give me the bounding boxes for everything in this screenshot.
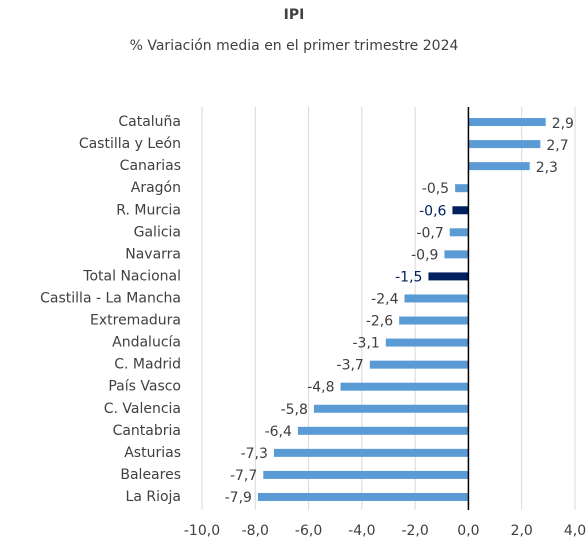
bar bbox=[452, 206, 469, 215]
bar bbox=[399, 316, 469, 325]
data-label: -0,9 bbox=[411, 247, 438, 263]
bar bbox=[297, 426, 469, 435]
y-tick-label: Aragón bbox=[131, 180, 181, 196]
bar bbox=[468, 140, 541, 149]
data-label: 2,7 bbox=[546, 138, 568, 154]
data-label: -3,7 bbox=[337, 358, 364, 374]
bar bbox=[313, 404, 469, 413]
data-label: 2,3 bbox=[536, 160, 558, 176]
y-tick-label: C. Valencia bbox=[104, 401, 181, 417]
data-label: -1,5 bbox=[395, 269, 422, 285]
x-tick-label: 4,0 bbox=[564, 523, 586, 539]
y-tick-label: País Vasco bbox=[108, 379, 181, 395]
y-tick-label: Castilla y León bbox=[79, 136, 181, 152]
x-tick-label: -6,0 bbox=[295, 523, 322, 539]
data-label: -2,6 bbox=[366, 314, 393, 330]
bar bbox=[468, 118, 546, 127]
chart-subtitle: % Variación media en el primer trimestre… bbox=[130, 38, 459, 54]
bar bbox=[263, 470, 469, 479]
data-label: 2,9 bbox=[552, 116, 574, 132]
bar bbox=[369, 360, 469, 369]
bar bbox=[385, 338, 469, 347]
bar bbox=[455, 184, 469, 193]
y-tick-label: Asturias bbox=[124, 445, 181, 461]
data-label: -0,6 bbox=[419, 203, 446, 219]
data-label: -5,8 bbox=[281, 402, 308, 418]
data-label: -0,5 bbox=[422, 181, 449, 197]
y-tick-label: Canarias bbox=[120, 158, 181, 174]
data-label: -2,4 bbox=[371, 291, 398, 307]
y-tick-label: Cantabria bbox=[113, 423, 181, 439]
y-tick-label: R. Murcia bbox=[116, 202, 181, 218]
data-label: -7,9 bbox=[225, 490, 252, 506]
x-tick-label: -4,0 bbox=[348, 523, 375, 539]
bar bbox=[449, 228, 469, 237]
x-tick-label: -10,0 bbox=[184, 523, 220, 539]
y-tick-label: Cataluña bbox=[118, 114, 181, 130]
data-label: -3,1 bbox=[353, 336, 380, 352]
data-label: -0,7 bbox=[416, 225, 443, 241]
y-tick-label: Extremadura bbox=[90, 313, 181, 329]
bar bbox=[340, 382, 469, 391]
bar bbox=[257, 492, 469, 501]
x-tick-label: -2,0 bbox=[401, 523, 428, 539]
y-tick-label: Castilla - La Mancha bbox=[40, 290, 181, 306]
y-tick-label: Total Nacional bbox=[82, 268, 181, 284]
y-tick-label: La Rioja bbox=[126, 489, 181, 505]
y-tick-label: Navarra bbox=[125, 246, 181, 262]
x-tick-label: 2,0 bbox=[511, 523, 533, 539]
chart-title: IPI bbox=[284, 7, 305, 23]
x-tick-label: -8,0 bbox=[242, 523, 269, 539]
bar bbox=[273, 448, 469, 457]
bar bbox=[404, 294, 469, 303]
y-tick-label: C. Madrid bbox=[114, 357, 181, 373]
data-label: -7,7 bbox=[230, 468, 257, 484]
bar bbox=[428, 272, 469, 281]
data-label: -4,8 bbox=[307, 380, 334, 396]
data-label: -6,4 bbox=[265, 424, 292, 440]
data-label: -7,3 bbox=[241, 446, 268, 462]
bar bbox=[444, 250, 469, 259]
y-tick-label: Andalucía bbox=[112, 335, 181, 351]
x-tick-label: 0,0 bbox=[457, 523, 479, 539]
bar bbox=[468, 162, 530, 171]
y-tick-label: Baleares bbox=[120, 467, 181, 483]
y-tick-label: Galicia bbox=[134, 224, 181, 240]
